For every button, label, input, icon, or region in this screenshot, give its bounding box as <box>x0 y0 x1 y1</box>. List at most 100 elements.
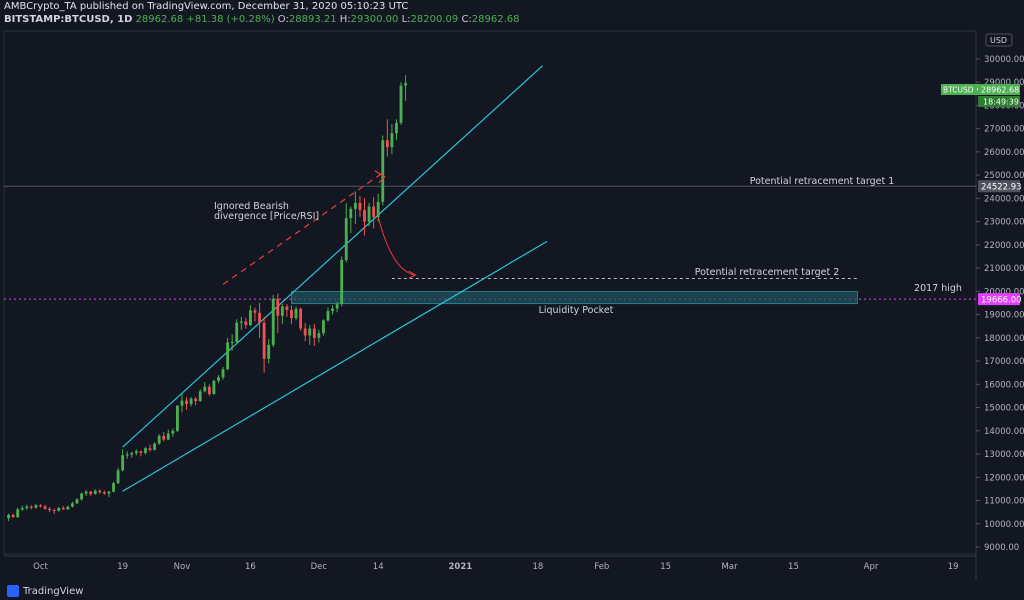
y-tick-label: 20000.00 <box>984 287 1024 297</box>
candle-body <box>34 505 38 508</box>
candle-body <box>271 298 275 345</box>
retracement-curve <box>377 216 415 276</box>
candle-body <box>116 470 120 484</box>
candle-body <box>162 435 166 440</box>
chart-grid <box>3 30 977 580</box>
high-2017-label: 2017 high <box>914 283 962 294</box>
candle-body <box>102 492 106 494</box>
high-value: 29300.00 <box>350 14 399 25</box>
candle-body <box>144 448 147 453</box>
candle-body <box>212 380 216 395</box>
candle-body <box>139 451 143 453</box>
candle-body <box>395 122 398 134</box>
candle-body <box>107 491 111 494</box>
candles <box>7 75 407 521</box>
candle-body <box>39 505 42 507</box>
candle-body <box>185 400 188 405</box>
candle-body <box>66 506 70 510</box>
candle-body <box>280 306 284 316</box>
candle-body <box>7 514 10 519</box>
candle-body <box>390 133 394 148</box>
candle-body <box>253 310 257 313</box>
candle-body <box>226 342 230 370</box>
candle-body <box>358 203 362 210</box>
x-tick-label: 15 <box>660 562 671 572</box>
bearish-divergence-arrow <box>222 172 384 285</box>
last-price: 28962.68 <box>135 14 184 25</box>
currency-box <box>985 33 1013 47</box>
y-tick-label: 18000.00 <box>984 334 1024 344</box>
candle-body <box>57 507 61 511</box>
x-tick-label: 19 <box>117 562 128 572</box>
candle-body <box>399 85 403 123</box>
candle-body <box>349 208 353 219</box>
tradingview-logo[interactable]: TradingView <box>7 585 83 597</box>
candle-body <box>93 490 97 495</box>
y-tick-label: 19000.00 <box>984 311 1024 321</box>
y-tick-label: 15000.00 <box>984 404 1024 414</box>
candle-body <box>189 398 193 405</box>
candle-body <box>75 499 79 504</box>
candle-body <box>308 328 312 336</box>
candle-body <box>267 344 271 359</box>
x-tick-label: Dec <box>311 562 328 572</box>
symbol-ohlc-line: BITSTAMP:BTCUSD, 1D 28962.68 +81.38 (+0.… <box>4 14 520 25</box>
candle-body <box>276 298 280 316</box>
close-value: 28962.68 <box>471 14 520 25</box>
candle-body <box>317 333 321 338</box>
candle-body <box>230 342 234 344</box>
symbol-label[interactable]: BITSTAMP:BTCUSD, 1D <box>4 14 133 25</box>
target1-axis-tag: 24522.93 <box>981 183 1022 193</box>
candle-body <box>294 308 298 319</box>
candle-body <box>134 451 138 454</box>
candle-body <box>221 369 225 378</box>
y-tick-label: 23000.00 <box>984 218 1024 228</box>
last-price-axis-tag: 28962.68 <box>981 86 1019 95</box>
price-axis: 9000.00 10000.00 11000.00 12000.00 13000.00 1… <box>941 33 1024 553</box>
candle-body <box>249 310 252 326</box>
price-change: +81.38 (+0.28%) <box>186 14 275 25</box>
candle-body <box>198 391 202 402</box>
publisher-line: AMBCrypto_TA published on TradingView.co… <box>4 1 408 12</box>
candle-body <box>258 312 261 323</box>
candle-body <box>312 328 316 338</box>
x-tick-label: Oct <box>33 562 48 572</box>
candle-body <box>89 491 93 495</box>
candle-body <box>385 140 389 148</box>
candle-body <box>331 308 334 312</box>
x-tick-label: 15 <box>788 562 799 572</box>
candle-body <box>367 206 371 222</box>
candle-body <box>121 455 125 471</box>
candle-body <box>43 506 47 509</box>
target1-axis-tag-bg <box>978 180 1020 193</box>
liquidity-pocket-label: Liquidity Pocket <box>539 305 614 316</box>
tradingview-logo-icon <box>7 585 19 597</box>
candle-body <box>112 483 115 492</box>
candle-body <box>353 203 357 209</box>
trendline-upper <box>122 65 543 448</box>
last-price-axis-tag-bg <box>978 84 1020 95</box>
candle-body <box>84 491 88 494</box>
countdown-tag: 18:49:39 <box>983 98 1019 107</box>
x-tick-label: Mar <box>722 562 739 572</box>
candle-body <box>148 448 152 450</box>
candle-body <box>25 506 29 508</box>
y-tick-label: 17000.00 <box>984 357 1024 367</box>
candle-body <box>376 201 380 217</box>
candle-body <box>52 510 56 512</box>
candle-body <box>340 259 344 305</box>
candle-body <box>203 386 207 392</box>
candle-body <box>326 311 330 321</box>
y-tick-label: 25000.00 <box>984 171 1024 181</box>
candle-body <box>404 83 407 86</box>
candle-body <box>98 490 102 493</box>
x-tick-label: 19 <box>948 562 959 572</box>
y-tick-label: 13000.00 <box>984 450 1024 460</box>
target2-label: Potential retracement target 2 <box>695 267 840 278</box>
bearish-divergence-label-1: Ignored Bearish <box>214 201 289 212</box>
low-value: 28200.09 <box>410 14 459 25</box>
candle-body <box>285 306 289 310</box>
candle-body <box>125 454 129 456</box>
candle-body <box>157 435 161 444</box>
